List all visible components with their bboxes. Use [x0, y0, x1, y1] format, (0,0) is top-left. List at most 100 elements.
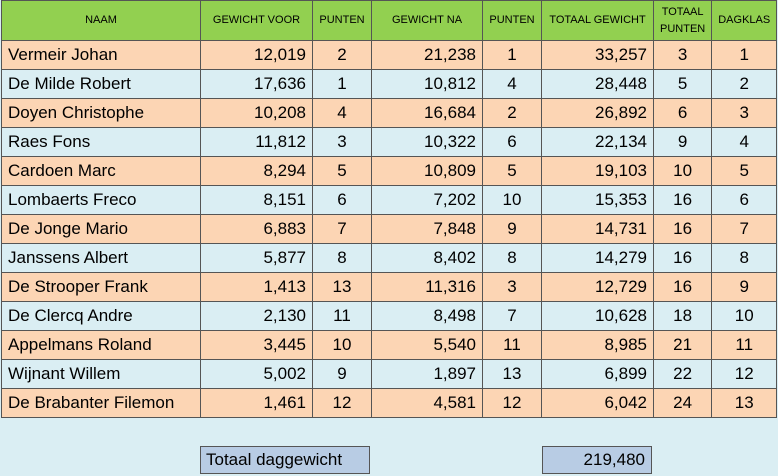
cell-gewicht-na: 4,581 [371, 388, 483, 418]
cell-dagklas: 10 [711, 301, 778, 331]
cell-gewicht-na: 16,684 [371, 98, 483, 128]
cell-totaal-punten: 18 [652, 301, 713, 331]
cell-naam: Janssens Albert [1, 243, 201, 273]
header-row: NAAM GEWICHT VOOR PUNTEN GEWICHT NA PUNT… [1, 0, 778, 41]
cell-gewicht-na: 11,316 [371, 272, 483, 302]
cell-punten-voor: 3 [312, 127, 372, 157]
cell-gewicht-voor: 5,877 [200, 243, 313, 273]
cell-punten-voor: 2 [312, 40, 372, 70]
cell-dagklas: 4 [711, 127, 778, 157]
cell-gewicht-na: 5,540 [371, 330, 483, 360]
cell-gewicht-voor: 1,413 [200, 272, 313, 302]
cell-punten-voor: 13 [312, 272, 372, 302]
cell-dagklas: 3 [711, 98, 778, 128]
cell-naam: Raes Fons [1, 127, 201, 157]
cell-naam: De Brabanter Filemon [1, 388, 201, 418]
header-dagklas: DAGKLAS [711, 0, 778, 41]
cell-naam: Cardoen Marc [1, 156, 201, 186]
cell-naam: Vermeir Johan [1, 40, 201, 70]
cell-punten-na: 12 [482, 388, 542, 418]
header-totaal-gewicht: TOTAAL GEWICHT [541, 0, 654, 41]
cell-gewicht-voor: 6,883 [200, 214, 313, 244]
cell-punten-voor: 1 [312, 69, 372, 99]
cell-punten-na: 8 [482, 243, 542, 273]
cell-gewicht-voor: 8,151 [200, 185, 313, 215]
cell-punten-na: 13 [482, 359, 542, 389]
table-row: Raes Fons 11,812 3 10,322 6 22,134 9 4 [1, 127, 778, 157]
header-gewicht-na: GEWICHT NA [371, 0, 483, 41]
cell-dagklas: 11 [711, 330, 778, 360]
header-totaal-punten: TOTAAL PUNTEN [652, 0, 713, 41]
cell-dagklas: 5 [711, 156, 778, 186]
cell-punten-na: 7 [482, 301, 542, 331]
cell-punten-voor: 11 [312, 301, 372, 331]
cell-gewicht-voor: 11,812 [200, 127, 313, 157]
cell-naam: Doyen Christophe [1, 98, 201, 128]
cell-totaal-punten: 16 [652, 272, 713, 302]
cell-naam: De Clercq Andre [1, 301, 201, 331]
cell-punten-na: 1 [482, 40, 542, 70]
cell-dagklas: 7 [711, 214, 778, 244]
cell-naam: Wijnant Willem [1, 359, 201, 389]
cell-totaal-gewicht: 26,892 [541, 98, 654, 128]
cell-totaal-punten: 24 [652, 388, 713, 418]
cell-totaal-gewicht: 12,729 [541, 272, 654, 302]
cell-punten-voor: 6 [312, 185, 372, 215]
cell-totaal-gewicht: 8,985 [541, 330, 654, 360]
cell-gewicht-na: 1,897 [371, 359, 483, 389]
cell-gewicht-na: 10,322 [371, 127, 483, 157]
cell-totaal-gewicht: 10,628 [541, 301, 654, 331]
cell-totaal-punten: 3 [652, 40, 713, 70]
table-row: Appelmans Roland 3,445 10 5,540 11 8,985 21 11 [1, 330, 778, 360]
table-row: De Strooper Frank 1,413 13 11,316 3 12,729 16 9 [1, 272, 778, 302]
cell-dagklas: 8 [711, 243, 778, 273]
cell-gewicht-voor: 5,002 [200, 359, 313, 389]
cell-dagklas: 2 [711, 69, 778, 99]
cell-totaal-gewicht: 19,103 [541, 156, 654, 186]
cell-gewicht-na: 7,202 [371, 185, 483, 215]
cell-totaal-punten: 9 [652, 127, 713, 157]
cell-punten-voor: 12 [312, 388, 372, 418]
cell-punten-na: 9 [482, 214, 542, 244]
cell-naam: De Strooper Frank [1, 272, 201, 302]
cell-punten-na: 11 [482, 330, 542, 360]
table-row: De Milde Robert 17,636 1 10,812 4 28,448 5 2 [1, 69, 778, 99]
cell-punten-voor: 7 [312, 214, 372, 244]
header-punten-na: PUNTEN [482, 0, 542, 41]
cell-dagklas: 13 [711, 388, 778, 418]
cell-punten-voor: 5 [312, 156, 372, 186]
table-row: De Brabanter Filemon 1,461 12 4,581 12 6,042 2… [1, 388, 778, 418]
cell-gewicht-na: 7,848 [371, 214, 483, 244]
cell-totaal-punten: 16 [652, 243, 713, 273]
cell-gewicht-na: 21,238 [371, 40, 483, 70]
cell-totaal-gewicht: 28,448 [541, 69, 654, 99]
header-naam: NAAM [1, 0, 201, 41]
cell-dagklas: 6 [711, 185, 778, 215]
cell-gewicht-voor: 12,019 [200, 40, 313, 70]
cell-totaal-gewicht: 14,731 [541, 214, 654, 244]
cell-punten-voor: 8 [312, 243, 372, 273]
cell-totaal-gewicht: 22,134 [541, 127, 654, 157]
results-table: NAAM GEWICHT VOOR PUNTEN GEWICHT NA PUNT… [1, 0, 778, 418]
cell-totaal-gewicht: 6,042 [541, 388, 654, 418]
header-punten-voor: PUNTEN [312, 0, 372, 41]
total-day-weight-value: 219,480 [542, 446, 652, 474]
cell-gewicht-voor: 17,636 [200, 69, 313, 99]
cell-naam: Appelmans Roland [1, 330, 201, 360]
table-row: Lombaerts Freco 8,151 6 7,202 10 15,353 16 6 [1, 185, 778, 215]
cell-dagklas: 1 [711, 40, 778, 70]
cell-punten-na: 5 [482, 156, 542, 186]
cell-punten-na: 10 [482, 185, 542, 215]
cell-totaal-gewicht: 14,279 [541, 243, 654, 273]
cell-gewicht-na: 10,809 [371, 156, 483, 186]
table-row: Vermeir Johan 12,019 2 21,238 1 33,257 3 1 [1, 40, 778, 70]
cell-dagklas: 12 [711, 359, 778, 389]
table-row: Cardoen Marc 8,294 5 10,809 5 19,103 10 5 [1, 156, 778, 186]
cell-totaal-gewicht: 33,257 [541, 40, 654, 70]
cell-gewicht-voor: 3,445 [200, 330, 313, 360]
cell-totaal-punten: 6 [652, 98, 713, 128]
cell-gewicht-na: 8,402 [371, 243, 483, 273]
cell-totaal-punten: 16 [652, 214, 713, 244]
table-row: Janssens Albert 5,877 8 8,402 8 14,279 16 8 [1, 243, 778, 273]
table-body: Vermeir Johan 12,019 2 21,238 1 33,257 3 1 De Mi… [1, 40, 778, 418]
